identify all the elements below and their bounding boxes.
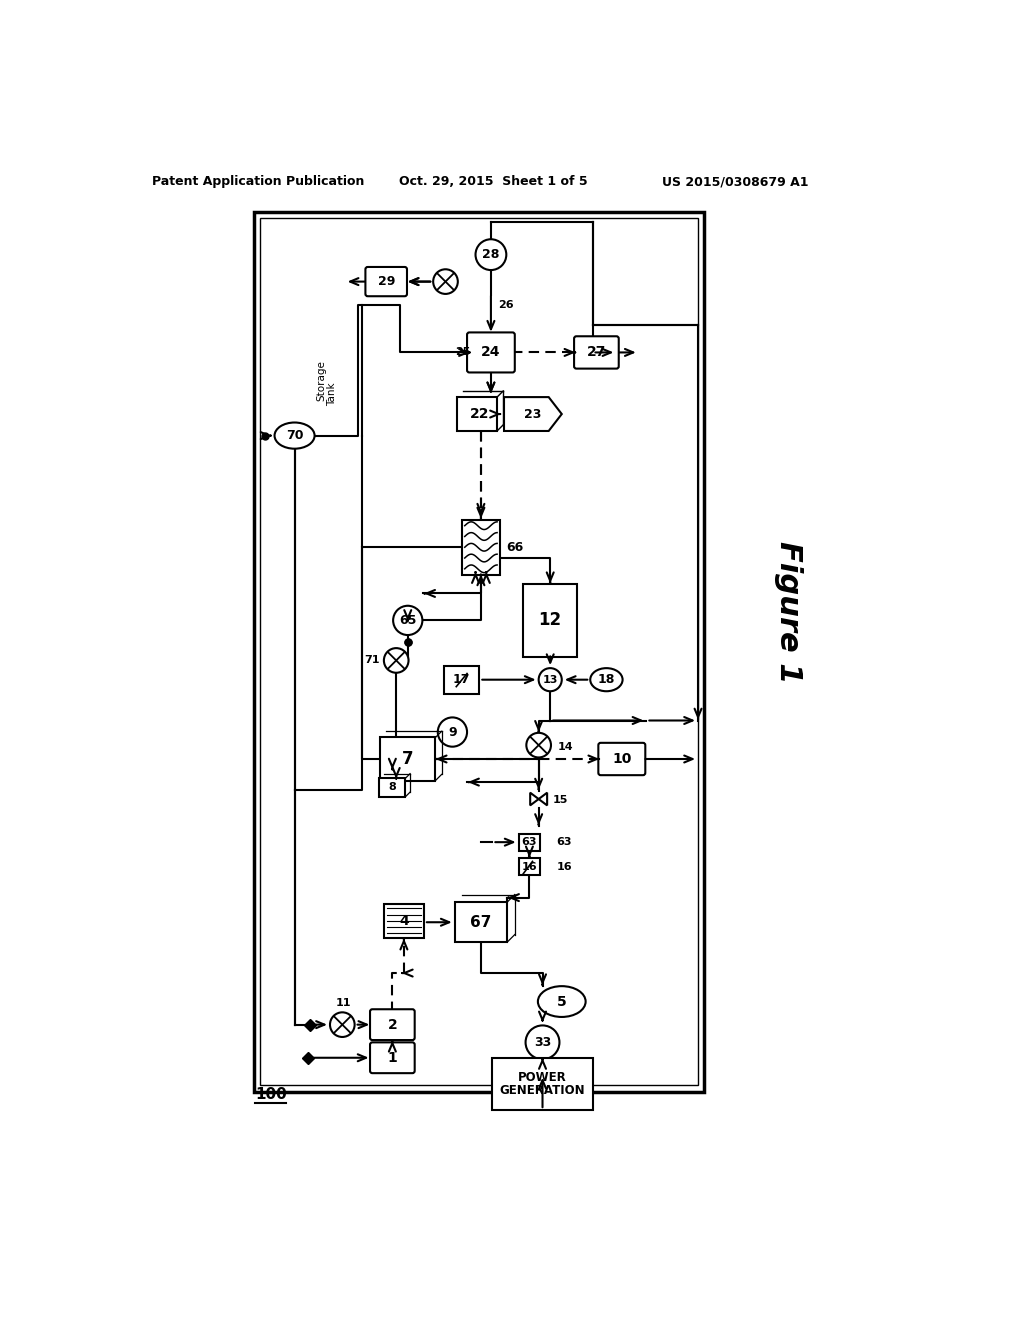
Text: 9: 9 (449, 726, 457, 739)
Text: 13: 13 (543, 675, 558, 685)
Circle shape (384, 648, 409, 673)
Text: 16: 16 (556, 862, 572, 871)
Bar (518, 834, 541, 850)
Text: 5: 5 (557, 994, 566, 1008)
Circle shape (539, 668, 562, 692)
Polygon shape (539, 793, 547, 805)
Text: 63: 63 (521, 837, 538, 847)
Text: 2: 2 (387, 1018, 397, 1032)
Text: 7: 7 (402, 750, 414, 768)
Text: 4: 4 (399, 913, 409, 928)
Circle shape (438, 718, 467, 747)
Text: Tank: Tank (328, 383, 337, 407)
Text: 22: 22 (470, 407, 489, 421)
Text: 26: 26 (499, 300, 514, 310)
Text: 17: 17 (453, 673, 470, 686)
Text: Patent Application Publication: Patent Application Publication (153, 176, 365, 187)
FancyBboxPatch shape (598, 743, 645, 775)
Text: 10: 10 (612, 752, 632, 766)
FancyBboxPatch shape (370, 1043, 415, 1073)
Text: 29: 29 (378, 275, 395, 288)
Bar (455, 903, 507, 942)
Bar (384, 904, 424, 937)
Text: 70: 70 (286, 429, 303, 442)
Ellipse shape (590, 668, 623, 692)
Ellipse shape (538, 986, 586, 1016)
Text: 28: 28 (482, 248, 500, 261)
Text: 14: 14 (558, 742, 573, 752)
Text: 71: 71 (364, 656, 379, 665)
Bar (493, 1057, 593, 1110)
Bar (444, 665, 479, 693)
Text: 11: 11 (335, 998, 351, 1008)
Polygon shape (530, 793, 539, 805)
Text: POWER: POWER (518, 1072, 567, 1084)
Text: 18: 18 (598, 673, 615, 686)
Text: 23: 23 (524, 408, 542, 421)
Text: 65: 65 (399, 614, 417, 627)
Text: 66: 66 (506, 541, 523, 554)
Text: 1: 1 (387, 1051, 397, 1065)
Circle shape (525, 1026, 559, 1059)
Bar (379, 779, 406, 797)
Bar (523, 583, 578, 657)
FancyBboxPatch shape (467, 333, 515, 372)
Text: 33: 33 (534, 1036, 551, 1049)
Bar (380, 738, 435, 780)
Text: 16: 16 (521, 862, 538, 871)
Circle shape (526, 733, 551, 758)
Text: 25: 25 (456, 347, 471, 358)
Text: 8: 8 (388, 783, 396, 792)
Text: 63: 63 (556, 837, 571, 847)
Text: 15: 15 (553, 795, 568, 805)
Ellipse shape (274, 422, 314, 449)
FancyBboxPatch shape (366, 267, 407, 296)
Polygon shape (504, 397, 562, 430)
Text: Oct. 29, 2015  Sheet 1 of 5: Oct. 29, 2015 Sheet 1 of 5 (398, 176, 587, 187)
Text: 67: 67 (470, 915, 492, 929)
Circle shape (393, 606, 422, 635)
Text: 12: 12 (539, 611, 562, 630)
Text: US 2015/0308679 A1: US 2015/0308679 A1 (662, 176, 808, 187)
Text: 27: 27 (587, 346, 606, 359)
Text: GENERATION: GENERATION (500, 1084, 586, 1097)
FancyBboxPatch shape (370, 1010, 415, 1040)
Circle shape (330, 1012, 354, 1038)
Text: Figure 1: Figure 1 (774, 541, 804, 684)
Bar (260, 218, 698, 1085)
Text: 100: 100 (255, 1086, 287, 1102)
Circle shape (475, 239, 506, 271)
Bar (457, 397, 497, 430)
Text: 24: 24 (481, 346, 501, 359)
FancyBboxPatch shape (574, 337, 618, 368)
Bar (518, 858, 541, 875)
Circle shape (433, 269, 458, 294)
Bar (254, 213, 705, 1092)
Bar (462, 520, 500, 576)
Text: Storage: Storage (316, 360, 327, 401)
